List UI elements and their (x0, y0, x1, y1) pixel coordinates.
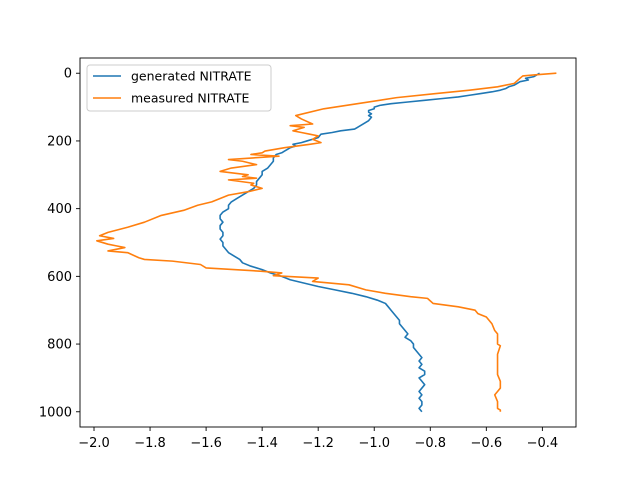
series-line-measured-nitrate (96, 72, 557, 412)
x-tick-label: −0.4 (527, 436, 559, 451)
y-tick-label: 0 (64, 67, 72, 82)
chart-legend: generated NITRATE measured NITRATE (86, 64, 272, 112)
x-tick-label: −2.0 (78, 436, 110, 451)
x-tick-label: −1.6 (190, 436, 222, 451)
y-tick-label: 600 (47, 270, 72, 285)
x-tick-label: −0.6 (471, 436, 503, 451)
plot-area-frame (79, 57, 577, 428)
y-tick-label: 200 (47, 134, 72, 149)
x-axis: −2.0 −1.8 −1.6 −1.4 −1.2 −1.0 −0.8 −0.6 −0.4 (78, 427, 558, 451)
x-tick-label: −1.4 (246, 436, 278, 451)
series-layer (96, 72, 557, 413)
plot-area-background (80, 58, 576, 427)
x-tick-label: −1.2 (302, 436, 334, 451)
x-tick-label: −1.0 (358, 436, 390, 451)
y-tick-label: 400 (47, 202, 72, 217)
y-axis: 0 200 400 600 800 1000 (39, 67, 80, 420)
legend-box (86, 64, 272, 112)
legend-label: generated NITRATE (131, 69, 252, 84)
series-line-generated-nitrate (219, 72, 540, 413)
y-tick-label: 800 (47, 338, 72, 353)
y-tick-label: 1000 (39, 405, 72, 420)
x-tick-label: −1.8 (134, 436, 166, 451)
legend-label: measured NITRATE (131, 91, 249, 106)
x-tick-label: −0.8 (414, 436, 446, 451)
